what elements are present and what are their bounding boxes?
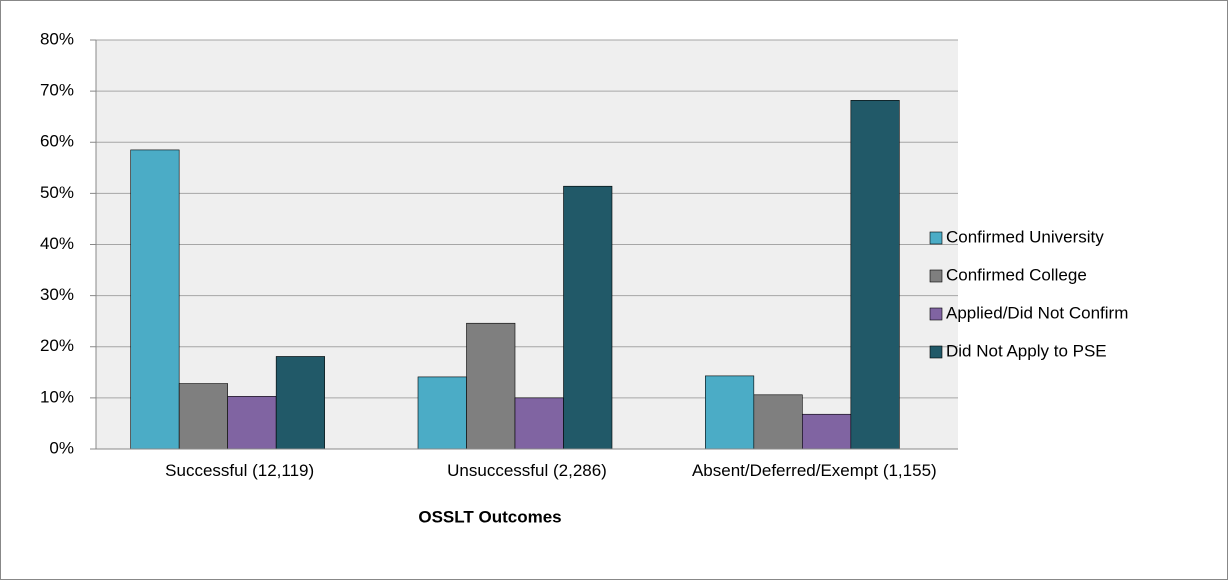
legend-swatch <box>929 269 943 283</box>
legend-label: Confirmed College <box>946 265 1087 284</box>
y-tick-label: 30% <box>40 285 74 304</box>
legend-label: Did Not Apply to PSE <box>946 341 1107 360</box>
y-tick-label: 0% <box>49 438 74 457</box>
x-axis-title: OSSLT Outcomes <box>418 507 561 526</box>
y-tick-label: 70% <box>40 81 74 100</box>
bar <box>850 100 900 450</box>
x-tick-label: Unsuccessful (2,286) <box>447 461 607 480</box>
legend-label: Confirmed University <box>946 227 1104 246</box>
y-tick-label: 80% <box>40 29 74 48</box>
bar <box>417 376 467 450</box>
y-tick-label: 10% <box>40 387 74 406</box>
bar <box>802 413 852 450</box>
legend-label: Applied/Did Not Confirm <box>946 303 1128 322</box>
bar <box>514 397 564 450</box>
x-tick-label: Successful (12,119) <box>165 461 315 480</box>
bar <box>178 383 228 450</box>
y-tick-label: 60% <box>40 132 74 151</box>
y-tick-label: 20% <box>40 336 74 355</box>
bar <box>130 149 180 450</box>
bar <box>227 396 277 450</box>
bar <box>275 356 325 450</box>
bar <box>753 394 803 450</box>
bar <box>466 322 516 450</box>
y-tick-label: 50% <box>40 183 74 202</box>
x-tick-label: Absent/Deferred/Exempt (1,155) <box>691 461 937 480</box>
bar <box>563 185 613 450</box>
y-tick-label: 40% <box>40 234 74 253</box>
legend-swatch <box>929 231 943 245</box>
legend-swatch <box>929 345 943 359</box>
bar <box>705 375 755 450</box>
legend-swatch <box>929 307 943 321</box>
